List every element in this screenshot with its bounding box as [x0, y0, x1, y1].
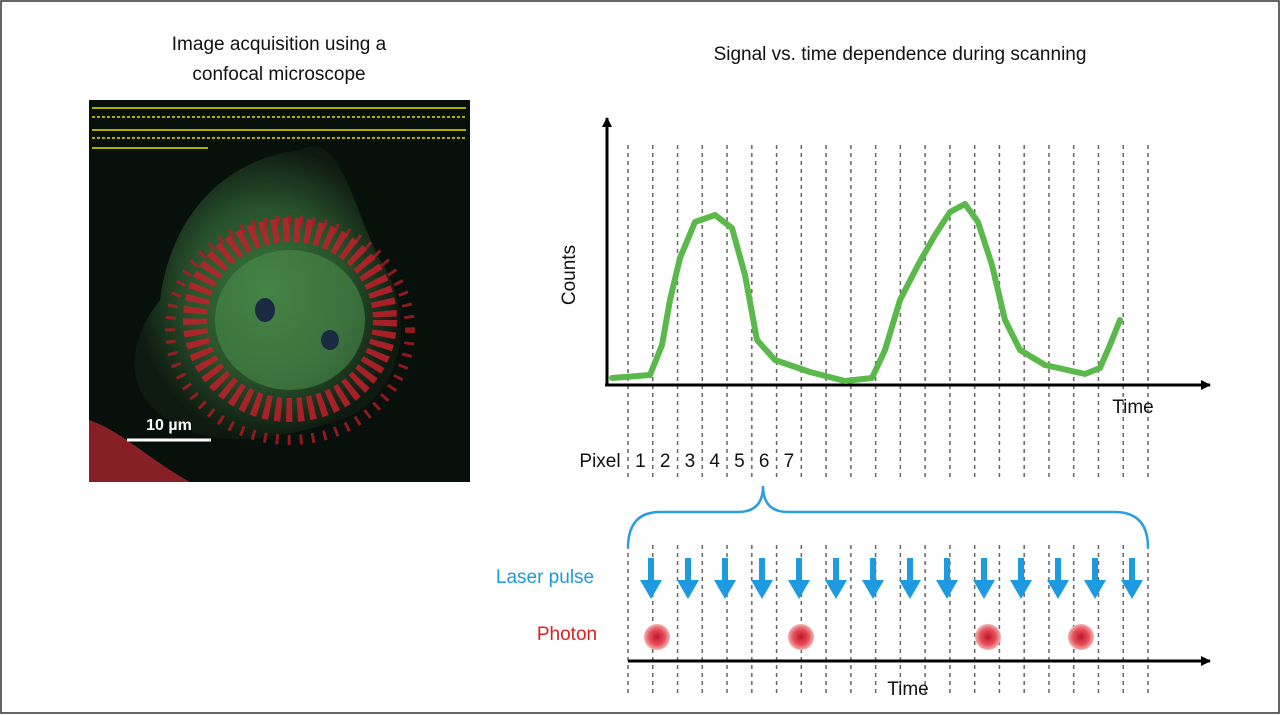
pixel-number: 4: [709, 451, 720, 472]
left-title: Image acquisition using a: [172, 34, 387, 55]
scale-bar-label: 10 µm: [146, 417, 192, 434]
figure: Image acquisition using a confocal micro…: [0, 0, 1281, 715]
left-title: confocal microscope: [192, 64, 365, 85]
pixel-number: 2: [660, 451, 671, 472]
pixel-number: 7: [784, 451, 795, 472]
pixel-number: 1: [635, 451, 646, 472]
y-axis-label: Counts: [559, 245, 580, 305]
pixel-number: 3: [685, 451, 696, 472]
x-axis-label: Time: [1112, 397, 1154, 418]
pixel-number: 5: [734, 451, 745, 472]
time-axis-label: Time: [887, 679, 929, 700]
photon-label: Photon: [537, 624, 597, 645]
laser-label: Laser pulse: [496, 567, 594, 588]
pixel-label: Pixel: [579, 451, 620, 472]
right-title: Signal vs. time dependence during scanni…: [714, 44, 1087, 65]
pixel-number: 6: [759, 451, 770, 472]
